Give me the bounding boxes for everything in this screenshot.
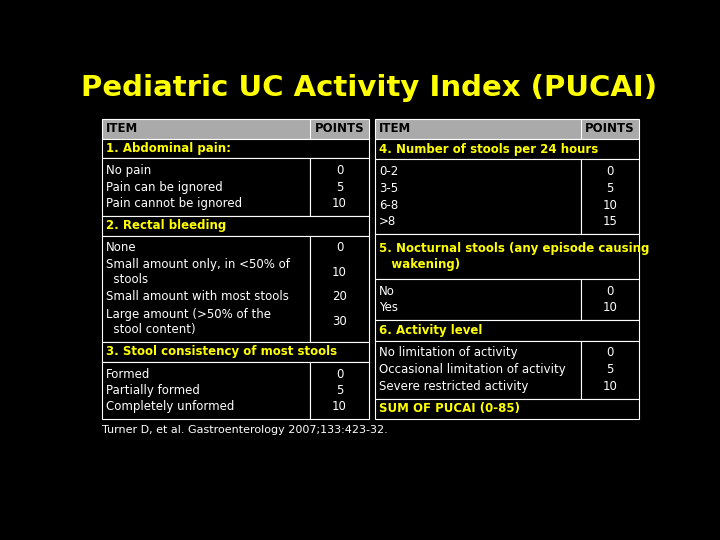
Bar — [102, 215, 369, 235]
Text: Turner D, et al. Gastroenterology 2007;133:423-32.: Turner D, et al. Gastroenterology 2007;1… — [102, 425, 387, 435]
Text: Pain can be ignored: Pain can be ignored — [106, 180, 222, 193]
Text: 0-2: 0-2 — [379, 165, 398, 178]
Text: ITEM: ITEM — [379, 123, 411, 136]
Text: >8: >8 — [379, 215, 396, 228]
Text: No: No — [379, 285, 395, 298]
Bar — [102, 235, 310, 342]
Text: Small amount with most stools: Small amount with most stools — [106, 291, 289, 303]
Text: SUM OF PUCAI (0-85): SUM OF PUCAI (0-85) — [379, 402, 520, 415]
Text: None: None — [106, 241, 136, 254]
Text: 0: 0 — [606, 347, 613, 360]
Text: 10: 10 — [602, 380, 617, 393]
Text: No pain: No pain — [106, 164, 150, 177]
Text: 0: 0 — [336, 241, 343, 254]
Bar — [581, 279, 639, 320]
Text: 5: 5 — [336, 384, 343, 397]
Text: Large amount (>50% of the
  stool content): Large amount (>50% of the stool content) — [106, 308, 271, 335]
Bar — [375, 119, 639, 139]
Text: 3-5: 3-5 — [379, 182, 398, 195]
Bar — [375, 139, 639, 159]
Text: 0: 0 — [606, 285, 613, 298]
Text: 2. Rectal bleeding: 2. Rectal bleeding — [106, 219, 226, 232]
Text: 5: 5 — [606, 363, 613, 376]
Text: 5: 5 — [336, 180, 343, 193]
Text: Partially formed: Partially formed — [106, 384, 199, 397]
Text: Completely unformed: Completely unformed — [106, 400, 234, 413]
Bar — [375, 320, 639, 341]
Text: No limitation of activity: No limitation of activity — [379, 347, 518, 360]
Text: Small amount only, in <50% of
  stools: Small amount only, in <50% of stools — [106, 258, 289, 286]
Text: Severe restricted activity: Severe restricted activity — [379, 380, 528, 393]
Bar — [102, 362, 310, 419]
Bar — [375, 341, 581, 399]
Text: 5: 5 — [606, 182, 613, 195]
Text: Formed: Formed — [106, 368, 150, 381]
Bar — [581, 341, 639, 399]
Text: 6. Activity level: 6. Activity level — [379, 324, 482, 337]
Bar — [102, 119, 369, 139]
Text: 0: 0 — [606, 165, 613, 178]
Bar — [310, 362, 369, 419]
Text: Occasional limitation of activity: Occasional limitation of activity — [379, 363, 566, 376]
Bar — [310, 158, 369, 215]
Text: Pain cannot be ignored: Pain cannot be ignored — [106, 197, 242, 210]
Text: 5. Nocturnal stools (any episode causing
   wakening): 5. Nocturnal stools (any episode causing… — [379, 242, 649, 271]
Text: 30: 30 — [332, 315, 347, 328]
Text: 0: 0 — [336, 164, 343, 177]
Text: POINTS: POINTS — [315, 122, 364, 135]
Text: 1. Abdominal pain:: 1. Abdominal pain: — [106, 142, 230, 155]
Text: 4. Number of stools per 24 hours: 4. Number of stools per 24 hours — [379, 143, 598, 156]
Bar — [375, 399, 639, 419]
Text: 10: 10 — [602, 301, 617, 314]
Text: 0: 0 — [336, 368, 343, 381]
Text: 10: 10 — [602, 199, 617, 212]
Bar — [102, 342, 369, 362]
Text: 20: 20 — [332, 291, 347, 303]
Text: POINTS: POINTS — [585, 123, 634, 136]
Bar — [310, 235, 369, 342]
Bar — [375, 279, 581, 320]
Text: 10: 10 — [332, 266, 347, 279]
Bar — [375, 234, 639, 279]
Bar — [102, 158, 310, 215]
Text: 6-8: 6-8 — [379, 199, 398, 212]
Text: 3. Stool consistency of most stools: 3. Stool consistency of most stools — [106, 346, 337, 359]
Text: ITEM: ITEM — [106, 122, 138, 135]
Text: 15: 15 — [602, 215, 617, 228]
Bar — [375, 159, 581, 234]
Text: Yes: Yes — [379, 301, 398, 314]
Text: 10: 10 — [332, 400, 347, 413]
Text: 10: 10 — [332, 197, 347, 210]
Bar — [102, 139, 369, 158]
Bar — [581, 159, 639, 234]
Text: Pediatric UC Activity Index (PUCAI): Pediatric UC Activity Index (PUCAI) — [81, 74, 657, 102]
